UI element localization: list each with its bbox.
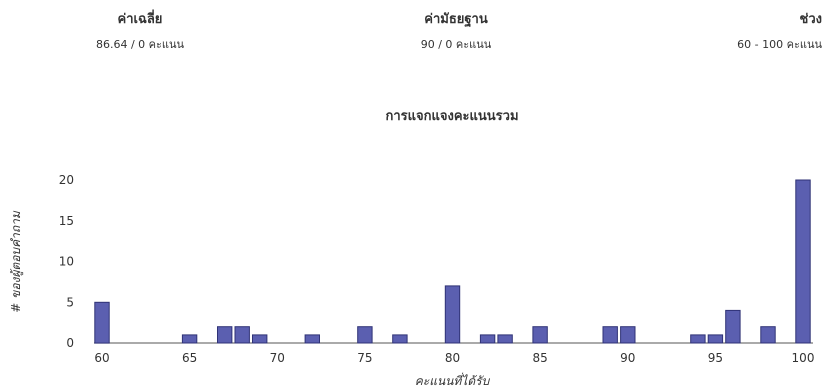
bar: [304, 334, 321, 344]
bar: [707, 334, 724, 344]
bar: [94, 301, 110, 344]
median-value: 90 / 0 คะแนน: [420, 38, 492, 51]
bar: [690, 334, 706, 344]
y-tick-label: 20: [59, 173, 74, 187]
bar: [795, 179, 811, 344]
bar: [217, 326, 233, 344]
bar: [532, 326, 548, 344]
bar: [234, 326, 250, 344]
range-stat: ช่วง 60 - 100 คะแนน: [662, 8, 822, 53]
x-axis-label: คะแนนที่ได้รับ: [415, 372, 491, 388]
bar: [725, 309, 741, 344]
mean-stat: ค่าเฉลี่ย 86.64 / 0 คะแนน: [40, 8, 240, 53]
bar: [252, 334, 268, 344]
mean-value: 86.64 / 0 คะแนน: [95, 38, 185, 51]
median-stat: ค่ามัธยฐาน 90 / 0 คะแนน: [356, 8, 556, 53]
x-tick-label: 60: [94, 351, 109, 365]
bar: [602, 326, 618, 344]
y-tick-label: 15: [59, 214, 74, 228]
mean-label: ค่าเฉลี่ย: [117, 12, 163, 27]
x-tick-label: 80: [445, 351, 460, 365]
x-tick-label: 85: [532, 351, 547, 365]
y-tick-label: 0: [66, 336, 74, 350]
chart-title: การแจกแจงคะแนนรวม: [385, 109, 518, 124]
bar: [392, 334, 408, 344]
x-tick-label: 95: [708, 351, 723, 365]
x-tick-label: 90: [620, 351, 635, 365]
x-tick-label: 75: [357, 351, 372, 365]
bar: [479, 334, 496, 344]
y-axis-label: # ของผู้ตอบคำถาม: [9, 210, 24, 313]
bar: [181, 334, 198, 344]
bar: [497, 334, 513, 344]
x-tick-label: 70: [270, 351, 285, 365]
range-value: 60 - 100 คะแนน: [737, 38, 822, 51]
x-tick-label: 100: [792, 351, 815, 365]
range-label: ช่วง: [799, 12, 822, 27]
bar: [357, 326, 373, 344]
median-label: ค่ามัธยฐาน: [424, 12, 488, 27]
bar: [444, 285, 461, 344]
x-tick-label: 65: [182, 351, 197, 365]
y-tick-label: 10: [59, 255, 74, 269]
y-tick-label: 5: [66, 295, 74, 309]
bar: [760, 326, 776, 344]
bar: [620, 326, 636, 344]
